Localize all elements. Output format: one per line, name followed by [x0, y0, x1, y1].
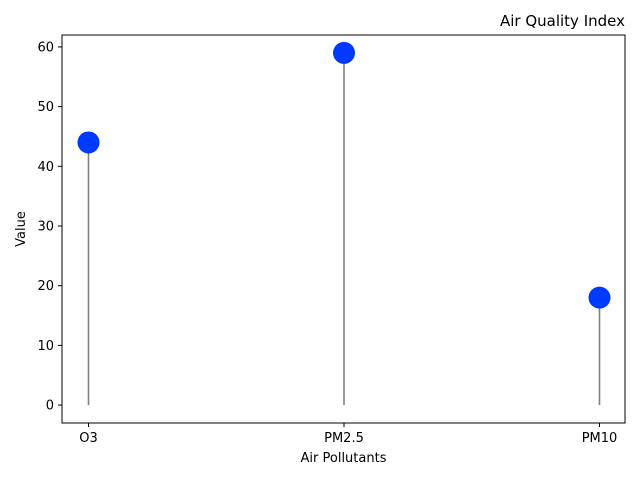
y-tick-label: 50 [37, 100, 54, 115]
y-tick-label: 20 [37, 279, 54, 294]
x-axis: O3 PM2.5 PM10 [79, 423, 617, 446]
y-tick-label: 40 [37, 160, 54, 175]
x-tick-label: PM10 [582, 431, 618, 446]
x-axis-label: Air Pollutants [301, 451, 387, 466]
data-point-marker [77, 131, 100, 154]
y-tick-label: 30 [37, 220, 54, 235]
x-tick-label: PM2.5 [324, 431, 364, 446]
markers [77, 41, 611, 309]
stems [87, 52, 601, 406]
chart-title: Air Quality Index [500, 12, 625, 30]
x-tick-label: O3 [79, 431, 98, 446]
data-point-marker [333, 41, 355, 64]
y-axis: 0 10 20 30 40 50 60 [37, 40, 62, 414]
y-axis-label: Value [14, 211, 29, 247]
data-point-marker [588, 286, 611, 309]
y-tick-label: 0 [46, 399, 54, 414]
y-tick-label: 10 [37, 339, 54, 354]
y-tick-label: 60 [37, 40, 54, 55]
